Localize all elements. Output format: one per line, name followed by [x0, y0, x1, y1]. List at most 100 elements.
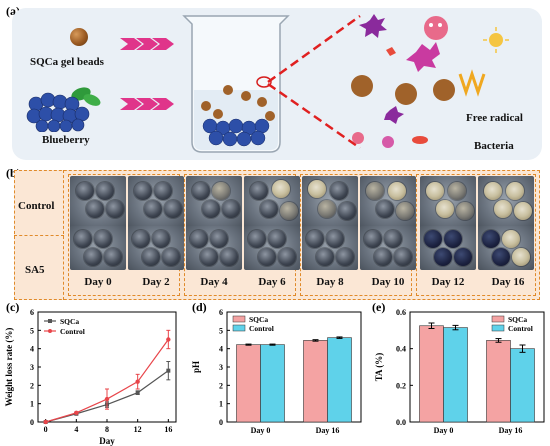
- x-tick-label: 4: [74, 425, 78, 434]
- beaker-icon: [182, 15, 290, 153]
- legend-label: SQCa: [249, 315, 268, 324]
- y-tick-label: 0: [30, 418, 34, 427]
- legend-swatch: [232, 324, 246, 332]
- arrow-icons: [120, 38, 174, 110]
- legend-marker: [48, 329, 52, 333]
- x-tick-label: Day 16: [499, 426, 523, 435]
- y-tick-label: 1: [219, 400, 223, 409]
- day-label-4: Day 4: [200, 276, 228, 288]
- photo-control-day2: [128, 176, 184, 229]
- bar-SQCa: [236, 344, 261, 423]
- y-tick-label: 5: [219, 326, 223, 335]
- bar-Control: [327, 337, 352, 423]
- day-label-0: Day 0: [84, 276, 112, 288]
- blueberry-label: Blueberry: [42, 134, 90, 146]
- y-tick-label: 6: [219, 308, 223, 317]
- x-tick-label: Day 0: [434, 426, 454, 435]
- legend-label: SQCa: [60, 317, 79, 326]
- photo-control-day16: [478, 176, 534, 229]
- bacteria-label: Bacteria: [474, 140, 514, 152]
- x-tick-label: 12: [134, 425, 142, 434]
- bar-Control: [260, 344, 285, 423]
- day-group-12-16: [416, 174, 536, 296]
- data-point: [74, 410, 79, 416]
- free-radical-label: Free radical: [466, 112, 523, 124]
- y-tick-label: 0.4: [396, 345, 406, 354]
- photo-control-day6: [244, 176, 300, 229]
- y-tick-label: 5: [30, 326, 34, 335]
- legend-label: SQCa: [508, 315, 527, 324]
- panel-c-label: (c): [6, 300, 20, 314]
- day-label-8: Day 8: [316, 276, 344, 288]
- plot-frame: [409, 311, 545, 423]
- y-tick-label: 4: [30, 345, 34, 354]
- y-tick-label: 0.0: [396, 418, 406, 427]
- y-tick-label: 2: [219, 381, 223, 390]
- data-point: [135, 390, 140, 395]
- photo-sa5-day8: [302, 226, 358, 270]
- y-axis-label: Weight loss rate (%): [4, 328, 14, 407]
- y-tick-label: 0: [219, 418, 223, 427]
- photo-control-day10: [360, 176, 416, 229]
- day-label-6: Day 6: [258, 276, 286, 288]
- legend-marker: [48, 319, 52, 323]
- y-tick-label: 3: [219, 363, 223, 372]
- gel-bead-icon: [70, 28, 88, 46]
- bar-SQCa: [419, 325, 444, 423]
- x-tick-label: 8: [105, 425, 109, 434]
- legend-label: Control: [249, 324, 274, 333]
- x-tick-label: Day 0: [251, 426, 271, 435]
- y-tick-label: 3: [30, 363, 34, 372]
- photo-sa5-day6: [244, 226, 300, 270]
- y-tick-label: 0.2: [396, 381, 406, 390]
- legend-swatch: [491, 324, 505, 332]
- day-label-10: Day 10: [371, 276, 405, 288]
- panel-d-label: (d): [192, 300, 207, 314]
- photo-control-day8: [302, 176, 358, 229]
- photo-sa5-day10: [360, 226, 416, 270]
- photo-sa5-day0: [70, 226, 126, 270]
- bar-Control: [443, 327, 468, 423]
- panel-e-label: (e): [372, 300, 386, 314]
- y-tick-label: 0.6: [396, 308, 406, 317]
- data-point: [135, 379, 140, 384]
- photo-control-day4: [186, 176, 242, 229]
- day-label-2: Day 2: [142, 276, 170, 288]
- y-axis-label: pH: [191, 361, 201, 373]
- bar-SQCa: [303, 340, 328, 423]
- y-tick-label: 6: [30, 308, 34, 317]
- legend-label: Control: [508, 324, 533, 333]
- day-label-12: Day 12: [431, 276, 465, 288]
- data-point: [166, 368, 171, 373]
- legend-label: Control: [60, 327, 85, 336]
- row-label-sa5: SA5: [25, 264, 45, 276]
- photo-sa5-day12: [420, 226, 476, 270]
- y-axis-label: TA (%): [374, 353, 384, 382]
- x-tick-label: 16: [164, 425, 172, 434]
- y-tick-label: 1: [30, 400, 34, 409]
- legend-swatch: [232, 315, 246, 323]
- bar-Control: [510, 348, 535, 423]
- radicals-bacteria-illustration: [351, 14, 509, 148]
- bar-SQCa: [486, 340, 511, 423]
- x-tick-label: Day 16: [316, 426, 340, 435]
- day-label-16: Day 16: [491, 276, 525, 288]
- photo-sa5-day4: [186, 226, 242, 270]
- photo-sa5-day2: [128, 226, 184, 270]
- photo-sa5-day16: [478, 226, 534, 270]
- row-label-control: Control: [18, 200, 55, 212]
- y-tick-label: 2: [30, 381, 34, 390]
- photo-control-day12: [420, 176, 476, 229]
- data-point: [166, 337, 171, 342]
- blueberry-cluster-icon: [26, 87, 101, 132]
- panel-b-row-divider: [14, 235, 64, 236]
- y-tick-label: 4: [219, 345, 223, 354]
- x-tick-label: 0: [44, 425, 48, 434]
- legend-swatch: [491, 315, 505, 323]
- data-point: [104, 396, 110, 402]
- callout-lines: [267, 14, 361, 150]
- x-axis-label: Day: [99, 436, 115, 446]
